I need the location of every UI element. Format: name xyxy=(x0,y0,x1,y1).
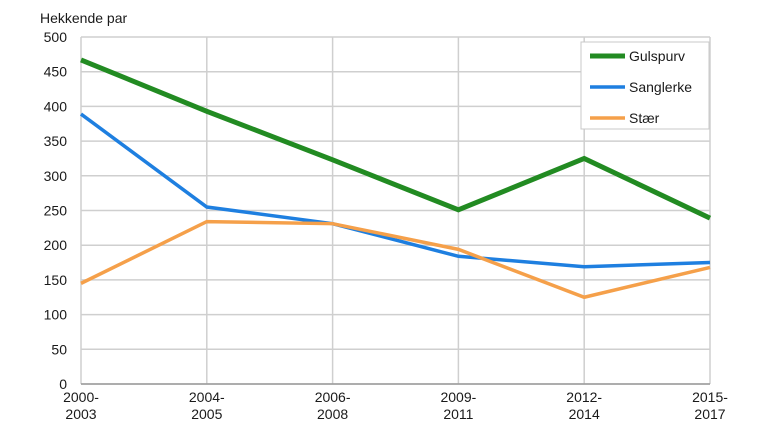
x-tick-label: 2006-2008 xyxy=(315,389,351,422)
x-axis-ticks: 2000-2003 2004-2005 2006-2008 2009-2011 2012… xyxy=(63,389,728,422)
legend-label: Stær xyxy=(629,110,660,126)
x-tick-label: 2004-2005 xyxy=(189,389,225,422)
y-tick-label: 100 xyxy=(44,307,68,323)
y-tick-label: 450 xyxy=(44,64,68,80)
grid-lines xyxy=(80,36,711,385)
series-line-gulspurv xyxy=(80,57,712,221)
x-tick-label: 2012-2014 xyxy=(566,389,602,422)
y-tick-label: 200 xyxy=(44,237,68,253)
x-tick-label: 2015-2017 xyxy=(692,389,728,422)
y-tick-label: 0 xyxy=(59,376,67,392)
series-line-sanglerke xyxy=(79,112,711,269)
x-tick-label: 2000-2003 xyxy=(63,389,99,422)
legend: Gulspurv Sanglerke Stær xyxy=(580,41,710,130)
y-tick-label: 50 xyxy=(51,341,67,357)
y-tick-label: 300 xyxy=(44,168,68,184)
series-line-stær xyxy=(80,219,711,300)
x-tick-label: 2009-2011 xyxy=(440,389,476,422)
y-axis-title: Hekkende par xyxy=(40,10,128,26)
y-tick-label: 350 xyxy=(44,133,68,149)
y-tick-label: 500 xyxy=(44,29,68,45)
legend-label: Gulspurv xyxy=(629,48,685,64)
y-tick-label: 250 xyxy=(44,203,68,219)
y-tick-label: 400 xyxy=(44,98,68,114)
series-lines xyxy=(79,57,712,300)
legend-label: Sanglerke xyxy=(629,79,692,95)
y-tick-label: 150 xyxy=(44,272,68,288)
y-axis-ticks: 0 50 100 150 200 250 300 350 400 450 500 xyxy=(44,29,68,392)
